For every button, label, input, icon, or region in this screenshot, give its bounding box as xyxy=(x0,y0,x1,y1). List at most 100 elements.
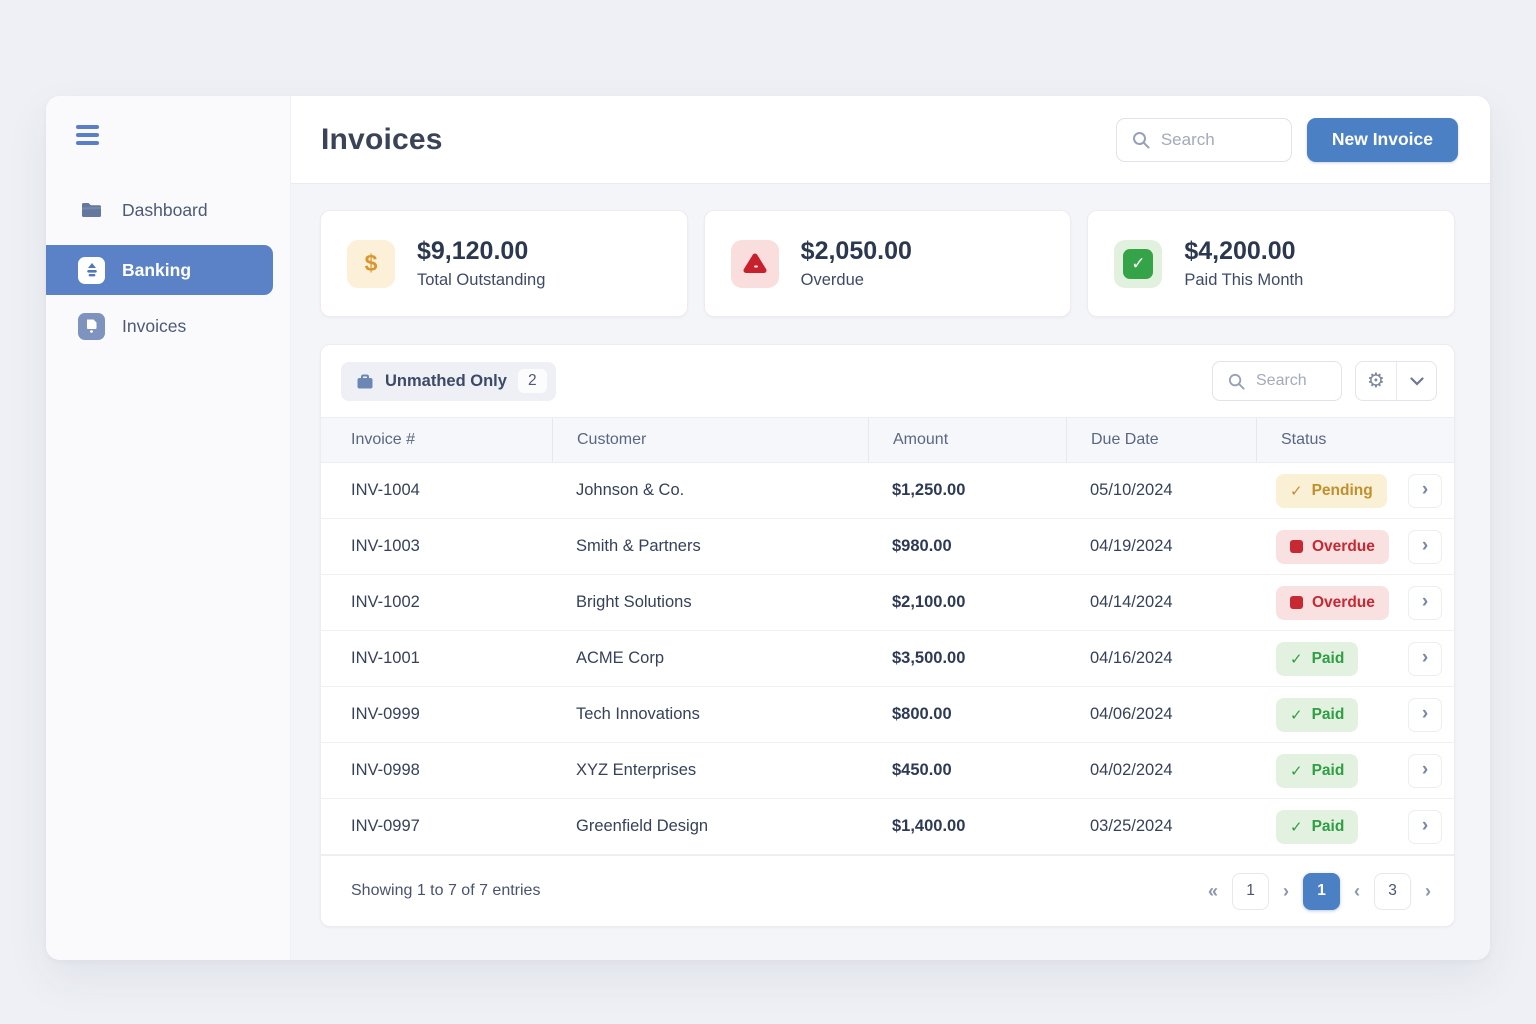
cell-amount: $1,250.00 xyxy=(892,481,966,499)
main-area: Invoices New Invoice $ $9,120.00 xyxy=(291,96,1490,960)
cell-amount: $980.00 xyxy=(892,537,952,555)
filter-bar: Unmathed Only 2 ⚙ xyxy=(321,345,1454,417)
cell-due-date: 04/06/2024 xyxy=(1090,705,1173,723)
pagination-page-button-active[interactable]: 1 xyxy=(1303,872,1340,910)
chevron-right-icon[interactable]: › xyxy=(1408,473,1442,508)
status-badge: ✓ Paid xyxy=(1276,641,1359,676)
pagination-prev-icon[interactable]: ‹ xyxy=(1351,881,1363,902)
pagination-next-icon[interactable]: › xyxy=(1280,881,1292,902)
column-header-status[interactable]: Status xyxy=(1256,418,1454,462)
chevron-right-icon[interactable]: › xyxy=(1408,641,1442,676)
check-icon: ✓ xyxy=(1290,650,1303,668)
table-tools: ⚙ xyxy=(1355,361,1437,401)
stat-card-total-outstanding: $ $9,120.00 Total Outstanding xyxy=(320,210,688,317)
sidebar-item-dashboard[interactable]: Dashboard xyxy=(46,187,290,233)
chevron-right-icon[interactable]: › xyxy=(1408,697,1442,732)
invoices-panel: Unmathed Only 2 ⚙ xyxy=(320,344,1455,927)
stat-card-paid-this-month: ✓ $4,200.00 Paid This Month xyxy=(1087,210,1456,317)
status-badge: ✓ Paid xyxy=(1276,753,1359,788)
pagination: « 1 › 1 ‹ 3 › xyxy=(1205,872,1434,910)
table-row[interactable]: INV-1001 ACME Corp $3,500.00 04/16/2024 … xyxy=(321,631,1454,687)
chevron-right-icon[interactable]: › xyxy=(1408,585,1442,620)
folder-icon xyxy=(78,197,105,224)
stat-cards: $ $9,120.00 Total Outstanding $2,050.00 … xyxy=(320,210,1456,317)
cell-amount: $450.00 xyxy=(892,761,952,779)
square-icon xyxy=(1290,540,1303,553)
sidebar: Dashboard Banking Invoices xyxy=(46,96,291,960)
search-icon xyxy=(1227,372,1246,391)
cell-invoice: INV-1004 xyxy=(351,481,420,499)
pagination-next-icon[interactable]: › xyxy=(1422,881,1434,902)
sidebar-item-invoices[interactable]: Invoices xyxy=(46,303,290,349)
header-search-input[interactable] xyxy=(1160,129,1277,150)
check-icon: ✓ xyxy=(1290,818,1303,836)
header-search xyxy=(1115,117,1292,162)
stat-value: $4,200.00 xyxy=(1184,237,1296,265)
new-invoice-button[interactable]: New Invoice xyxy=(1306,117,1458,162)
cell-invoice: INV-1001 xyxy=(351,649,420,667)
sidebar-item-label: Banking xyxy=(122,259,192,280)
cell-customer: XYZ Enterprises xyxy=(576,761,697,779)
column-header-amount[interactable]: Amount xyxy=(868,418,1066,462)
chevron-down-icon[interactable] xyxy=(1396,362,1436,400)
cell-amount: $1,400.00 xyxy=(892,817,966,835)
table-footer: Showing 1 to 7 of 7 entries « 1 › 1 ‹ 3 … xyxy=(321,855,1454,926)
stat-label: Overdue xyxy=(800,271,864,289)
cell-invoice: INV-1003 xyxy=(351,537,420,555)
cell-invoice: INV-1002 xyxy=(351,593,420,611)
check-icon: ✓ xyxy=(1290,706,1303,724)
table-row[interactable]: INV-1003 Smith & Partners $980.00 04/19/… xyxy=(321,519,1454,575)
filter-chip-count-badge: 2 xyxy=(517,369,547,393)
chevron-right-icon[interactable]: › xyxy=(1408,809,1442,844)
chevron-right-icon[interactable]: › xyxy=(1408,753,1442,788)
search-icon xyxy=(1131,130,1151,150)
table-row[interactable]: INV-1004 Johnson & Co. $1,250.00 05/10/2… xyxy=(321,463,1454,519)
table-row[interactable]: INV-0997 Greenfield Design $1,400.00 03/… xyxy=(321,799,1454,855)
cell-customer: Johnson & Co. xyxy=(576,481,685,499)
unmatched-only-filter-chip[interactable]: Unmathed Only 2 xyxy=(341,361,556,401)
cell-invoice: INV-0997 xyxy=(351,817,420,835)
pagination-page-button[interactable]: 1 xyxy=(1232,872,1269,910)
table-row[interactable]: INV-0998 XYZ Enterprises $450.00 04/02/2… xyxy=(321,743,1454,799)
cell-invoice: INV-0998 xyxy=(351,761,420,779)
table-row[interactable]: INV-1002 Bright Solutions $2,100.00 04/1… xyxy=(321,575,1454,631)
pagination-page-button[interactable]: 3 xyxy=(1374,872,1411,910)
entries-summary: Showing 1 to 7 of 7 entries xyxy=(351,882,541,899)
table-search-input[interactable] xyxy=(1256,372,1327,390)
table-row[interactable]: INV-0999 Tech Innovations $800.00 04/06/… xyxy=(321,687,1454,743)
stat-value: $2,050.00 xyxy=(800,237,912,265)
chevron-right-icon[interactable]: › xyxy=(1408,529,1442,564)
cell-customer: Greenfield Design xyxy=(576,817,709,835)
filter-chip-label: Unmathed Only xyxy=(385,371,507,390)
stat-card-overdue: $2,050.00 Overdue xyxy=(703,210,1072,317)
cell-amount: $3,500.00 xyxy=(892,649,966,667)
cell-customer: Bright Solutions xyxy=(576,593,692,611)
column-header-customer[interactable]: Customer xyxy=(552,418,868,462)
topbar: Invoices New Invoice xyxy=(291,96,1490,184)
stat-label: Total Outstanding xyxy=(417,271,546,289)
bank-icon xyxy=(78,256,105,284)
stat-value: $9,120.00 xyxy=(417,237,529,265)
cell-amount: $2,100.00 xyxy=(892,593,966,611)
cell-due-date: 04/14/2024 xyxy=(1090,593,1173,611)
sidebar-item-label: Invoices xyxy=(122,315,187,336)
check-icon: ✓ xyxy=(1290,482,1303,500)
check-icon: ✓ xyxy=(1290,762,1303,780)
hamburger-menu-icon[interactable] xyxy=(76,125,100,145)
column-header-due-date[interactable]: Due Date xyxy=(1066,418,1256,462)
pagination-first-icon[interactable]: « xyxy=(1205,881,1221,902)
sidebar-item-label: Dashboard xyxy=(122,199,208,220)
table-search xyxy=(1212,361,1342,401)
status-badge: Overdue xyxy=(1276,585,1389,620)
check-icon: ✓ xyxy=(1114,239,1163,288)
cell-due-date: 03/25/2024 xyxy=(1090,817,1173,835)
cell-due-date: 04/16/2024 xyxy=(1090,649,1173,667)
sidebar-nav: Dashboard Banking Invoices xyxy=(46,187,290,349)
cell-customer: Smith & Partners xyxy=(576,537,701,555)
status-badge: ✓ Pending xyxy=(1276,473,1387,508)
table-header: Invoice # Customer Amount Due Date Statu… xyxy=(321,417,1454,463)
app-window: Dashboard Banking Invoices Invoices xyxy=(46,96,1490,960)
column-header-invoice[interactable]: Invoice # xyxy=(351,431,416,448)
gear-icon[interactable]: ⚙ xyxy=(1367,370,1385,392)
sidebar-item-banking[interactable]: Banking xyxy=(46,245,273,295)
